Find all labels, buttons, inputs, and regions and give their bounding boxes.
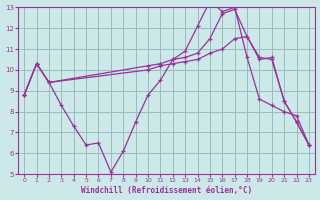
X-axis label: Windchill (Refroidissement éolien,°C): Windchill (Refroidissement éolien,°C): [81, 186, 252, 195]
